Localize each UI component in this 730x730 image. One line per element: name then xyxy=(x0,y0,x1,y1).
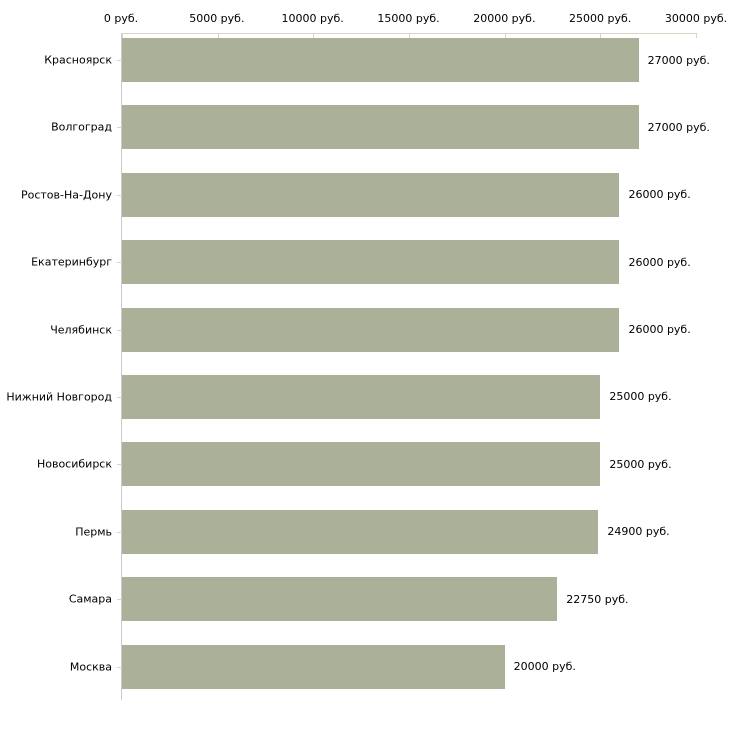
x-axis-tick-label: 5000 руб. xyxy=(189,12,245,25)
bar xyxy=(122,240,620,285)
category-tick-mark xyxy=(117,464,122,466)
category-tick-mark xyxy=(117,666,122,668)
bar xyxy=(122,577,558,622)
x-axis-tick-mark xyxy=(313,33,315,38)
category-label: Ростов-На-Дону xyxy=(20,188,112,202)
category-label: Красноярск xyxy=(44,53,112,67)
value-label: 26000 руб. xyxy=(628,323,691,337)
bar xyxy=(122,644,505,689)
value-label: 27000 руб. xyxy=(647,53,710,67)
category-label: Челябинск xyxy=(50,323,112,337)
x-axis-tick-labels: 0 руб. 5000 руб. 10000 руб. 15000 руб. 20000… xyxy=(104,0,727,33)
value-label: 25000 руб. xyxy=(609,390,672,404)
category-label: Волгоград xyxy=(51,120,112,134)
value-label: 22750 руб. xyxy=(566,592,629,606)
category-tick-mark xyxy=(117,396,122,398)
bar xyxy=(122,38,639,82)
x-axis-tick-label: 25000 руб. xyxy=(569,12,632,25)
value-label: 20000 руб. xyxy=(513,660,576,674)
x-axis-tick-mark xyxy=(600,33,602,38)
bar xyxy=(122,172,620,217)
bar-row: Челябинск 26000 руб. xyxy=(50,307,696,352)
bar xyxy=(122,105,639,150)
x-axis-tick-label: 30000 руб. xyxy=(664,12,728,25)
category-label: Новосибирск xyxy=(36,457,112,471)
x-axis-tick-label: 15000 руб. xyxy=(377,12,440,25)
value-label: 25000 руб. xyxy=(609,457,672,471)
bar xyxy=(122,509,599,554)
value-label: 26000 руб. xyxy=(628,255,691,269)
category-tick-mark xyxy=(117,329,122,331)
x-axis-tick-mark xyxy=(217,33,219,38)
category-label: Москва xyxy=(69,660,112,674)
x-axis-tick-label: 10000 руб. xyxy=(281,12,344,25)
bar xyxy=(122,442,601,487)
bar-row: Пермь 24900 руб. xyxy=(75,509,696,554)
category-tick-mark xyxy=(117,194,122,196)
category-tick-mark xyxy=(117,599,122,601)
category-label: Нижний Новгород xyxy=(6,390,112,404)
category-label: Самара xyxy=(68,592,112,606)
bars-area: Красноярск 27000 руб. Волгоград 27000 руб. Р… xyxy=(6,38,710,689)
plot-area: Красноярск 27000 руб. Волгоград 27000 руб. Р… xyxy=(6,33,710,700)
bar-row: Новосибирск 25000 руб. xyxy=(37,442,696,487)
category-tick-mark xyxy=(117,60,122,61)
value-label: 26000 руб. xyxy=(628,188,691,202)
x-axis-tick-mark xyxy=(504,33,506,38)
x-axis-tick-label: 20000 руб. xyxy=(473,12,536,25)
bar-row: Самара 22750 руб. xyxy=(69,577,696,622)
category-tick-mark xyxy=(117,531,122,533)
value-label: 24900 руб. xyxy=(607,525,670,539)
bar xyxy=(122,374,601,419)
category-tick-mark xyxy=(117,127,122,129)
category-label: Екатеринбург xyxy=(31,255,112,269)
x-axis-tick-mark xyxy=(409,33,410,38)
value-label: 27000 руб. xyxy=(647,120,710,134)
x-axis-tick-label: 0 руб. xyxy=(103,12,139,25)
bar-row: Москва 20000 руб. xyxy=(70,644,696,689)
bar-row: Ростов-На-Дону 26000 руб. xyxy=(21,172,696,217)
bar-row: Екатеринбург 26000 руб. xyxy=(31,240,696,285)
bar-row: Красноярск 27000 руб. xyxy=(44,38,710,82)
bar xyxy=(122,307,620,352)
category-tick-mark xyxy=(117,262,122,264)
x-axis-tick-mark xyxy=(696,33,697,38)
bar-row: Нижний Новгород 25000 руб. xyxy=(6,374,696,419)
category-label: Пермь xyxy=(75,525,112,539)
x-axis-tick-mark xyxy=(122,33,123,38)
bar-row: Волгоград 27000 руб. xyxy=(51,105,710,150)
